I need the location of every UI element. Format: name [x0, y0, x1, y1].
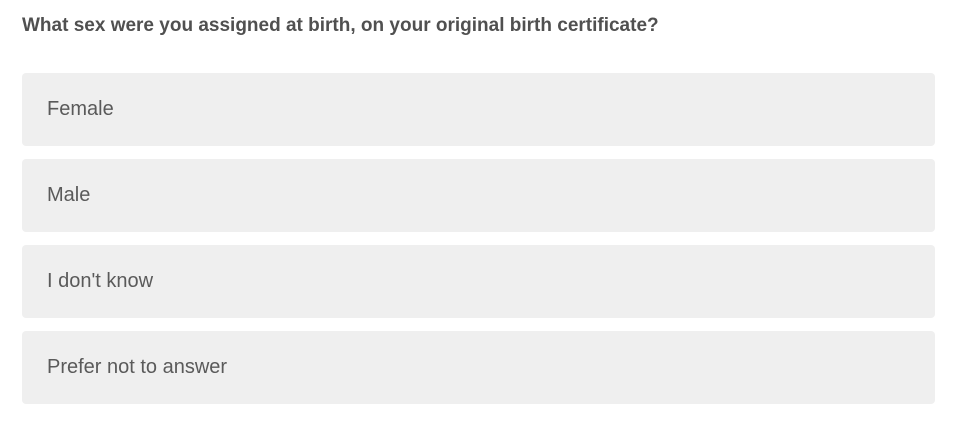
option-label: Prefer not to answer	[47, 356, 228, 378]
option-label: I don't know	[47, 270, 154, 292]
question-heading: What sex were you assigned at birth, on …	[22, 15, 659, 36]
option-dont-know[interactable]: I don't know	[22, 245, 935, 318]
option-female[interactable]: Female	[22, 73, 935, 146]
option-label: Female	[47, 98, 114, 120]
option-male[interactable]: Male	[22, 159, 935, 232]
option-prefer-not-to-answer[interactable]: Prefer not to answer	[22, 331, 935, 404]
answer-options: Female Male I don't know Prefer not to a…	[22, 73, 935, 417]
option-label: Male	[47, 184, 91, 206]
